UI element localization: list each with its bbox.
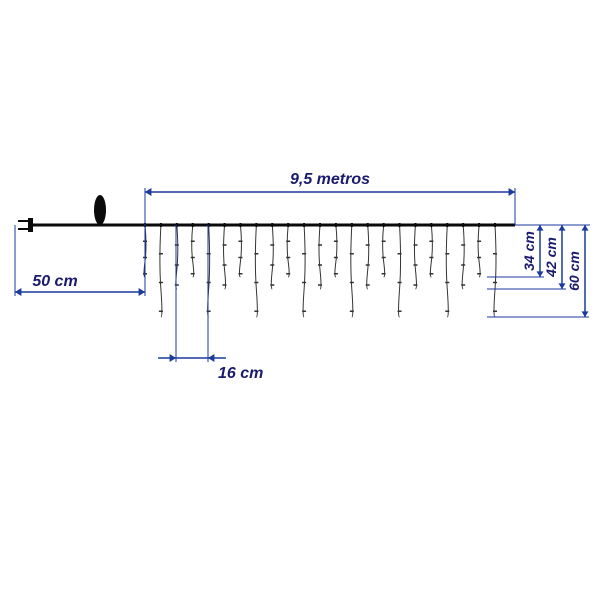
strand: [399, 225, 401, 317]
strand: [351, 225, 353, 317]
label-drop-short: 34 cm: [521, 231, 537, 271]
strand: [287, 225, 289, 277]
strand: [494, 225, 496, 317]
strand: [430, 225, 432, 277]
label-lead: 50 cm: [32, 273, 77, 290]
strand: [414, 225, 416, 289]
strand: [446, 225, 448, 317]
strand: [255, 225, 257, 317]
strand: [319, 225, 321, 289]
strand: [160, 225, 162, 317]
strand: [462, 225, 464, 289]
strand: [367, 225, 369, 289]
strand: [224, 225, 226, 289]
strand: [303, 225, 305, 317]
label-total-length: 9,5 metros: [290, 171, 370, 188]
label-drop-long: 60 cm: [566, 251, 582, 291]
strand: [335, 225, 337, 277]
strand: [478, 225, 480, 277]
controller: [94, 195, 106, 225]
strand: [239, 225, 241, 277]
strand: [192, 225, 194, 277]
plug-body: [28, 218, 33, 232]
icicle-light-diagram: 9,5 metros 50 cm 16 cm 34 cm 42 cm 60 cm: [0, 0, 600, 600]
strand: [271, 225, 273, 289]
label-spacing: 16 cm: [218, 365, 263, 382]
label-drop-mid: 42 cm: [543, 237, 559, 278]
strand: [383, 225, 385, 277]
